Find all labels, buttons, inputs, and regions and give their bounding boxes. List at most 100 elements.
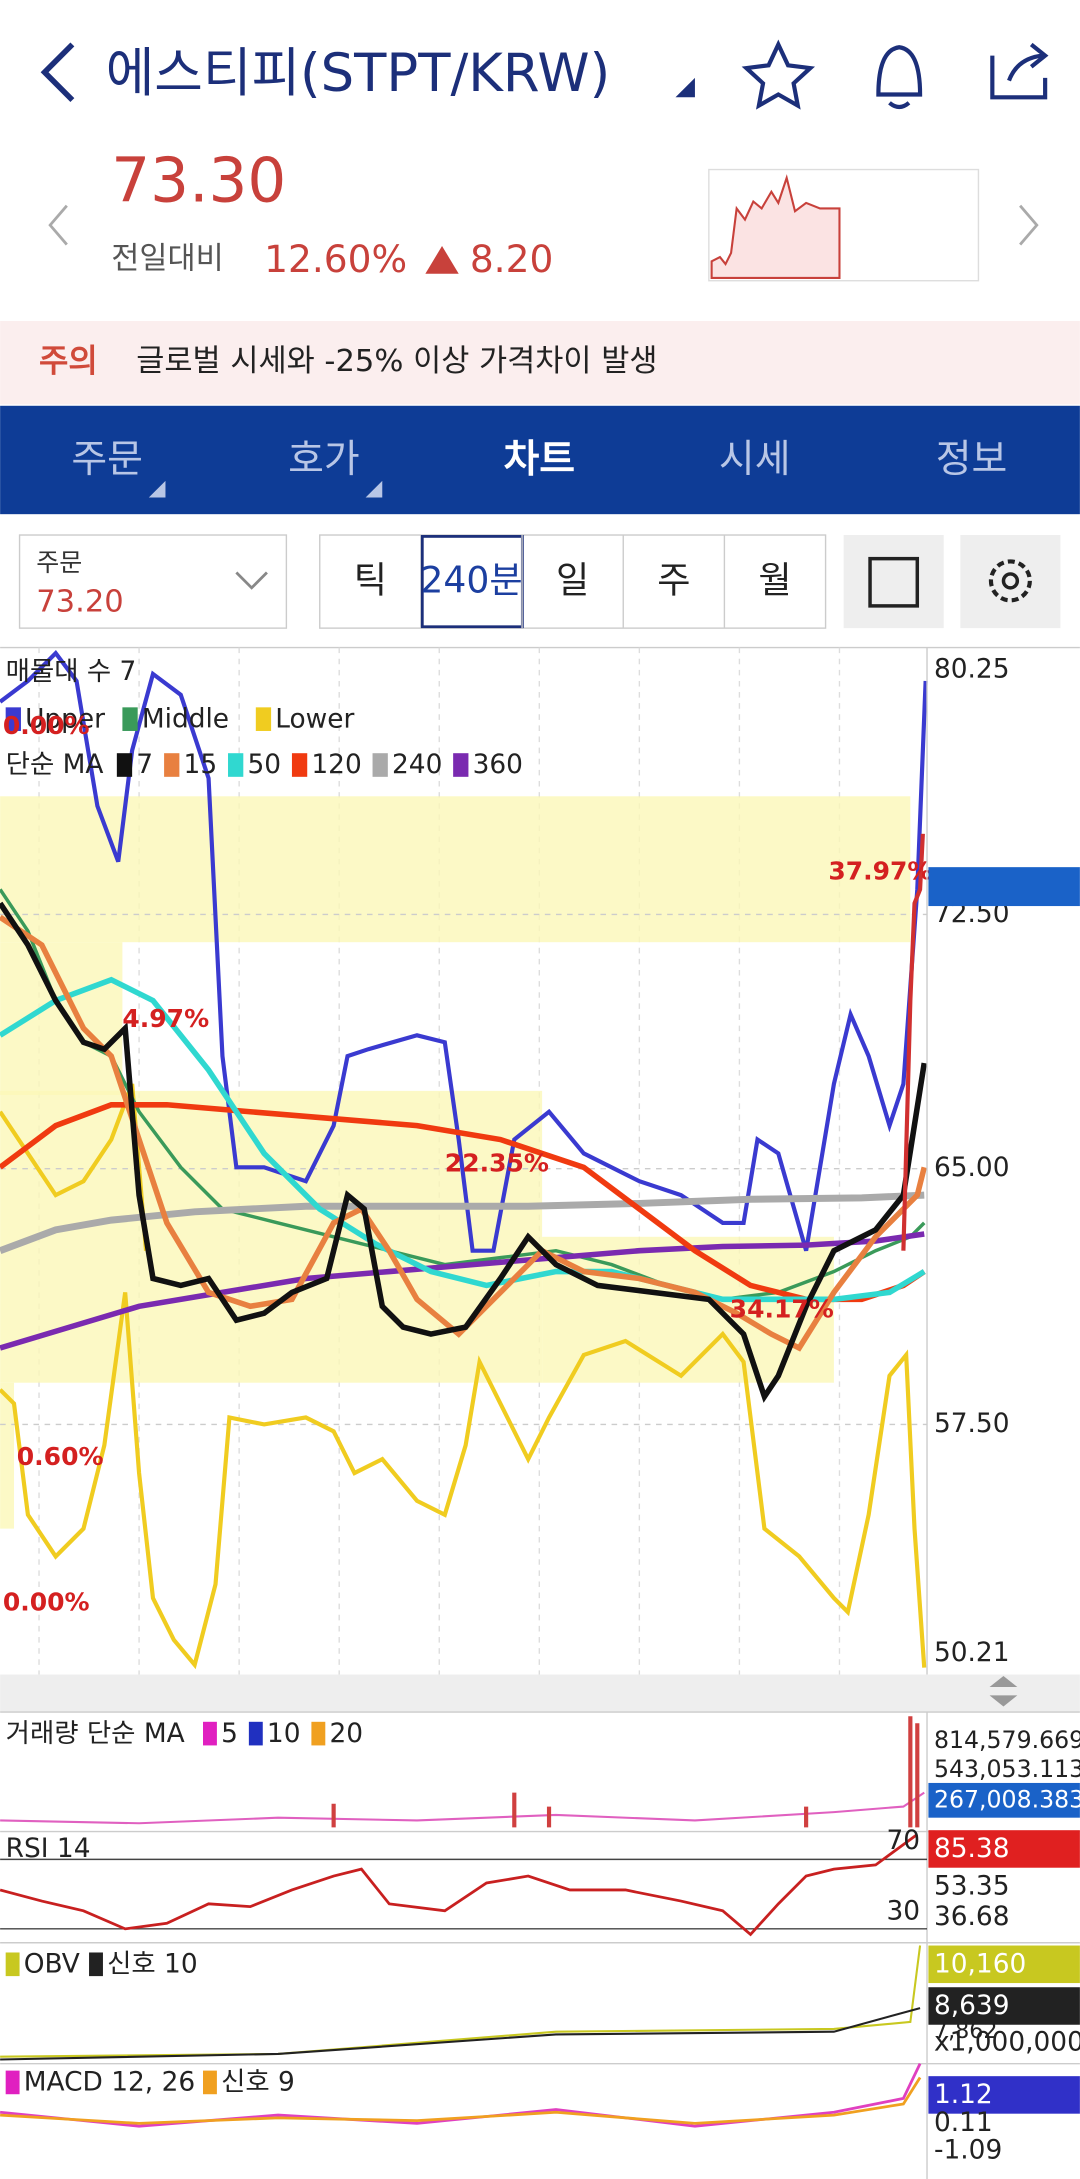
star-icon[interactable] <box>741 39 816 110</box>
annotation: 22.35% <box>445 1149 549 1178</box>
current-box <box>928 1782 1080 1818</box>
annotation: 37.97% <box>828 857 932 886</box>
annotation: 34.17% <box>730 1294 834 1323</box>
volume-band <box>0 1382 15 1529</box>
bell-icon[interactable] <box>876 45 923 110</box>
upper-band <box>0 649 928 1253</box>
tab-mark <box>365 480 383 498</box>
legend-swatch <box>116 753 133 777</box>
square-button[interactable] <box>843 535 944 629</box>
current-box <box>928 1945 1080 1984</box>
current-box <box>928 1830 1080 1868</box>
legend-swatch <box>291 753 308 777</box>
tab[interactable]: 시세 <box>719 437 791 482</box>
ma-15 <box>0 914 927 1352</box>
tab[interactable]: 호가 <box>288 437 360 482</box>
tab[interactable]: 정보 <box>936 437 1008 482</box>
next-icon[interactable] <box>1019 204 1039 246</box>
x-axis-bar <box>0 1674 1080 1713</box>
resize-icon[interactable] <box>989 1675 1018 1707</box>
order-box[interactable] <box>18 534 288 629</box>
annotation: 0.60% <box>17 1442 104 1471</box>
current-box <box>928 1987 1080 2025</box>
price-axis-label: 50.21 <box>934 1637 1010 1668</box>
current-obv: 10,160 <box>934 1948 1026 1979</box>
ma-360 <box>0 1231 925 1351</box>
current-box <box>928 2076 1080 2114</box>
candle-spike <box>901 833 925 1251</box>
legend: 신호 9 <box>221 2067 295 2098</box>
macd-signal <box>0 2076 922 2125</box>
axis-label: 543,053.113 <box>934 1755 1080 1783</box>
notice-bar <box>0 321 1080 405</box>
volume-band <box>0 796 911 943</box>
legend-swatch <box>453 753 469 777</box>
legend: 5 <box>221 1718 238 1749</box>
legend: 신호 10 <box>107 1948 198 1979</box>
chevron <box>235 571 268 590</box>
axis-label: -1.09 <box>934 2135 1002 2166</box>
signal-obv: 8,639 <box>934 1990 1010 2021</box>
current-volume: 267,008.383 <box>934 1786 1080 1814</box>
tab-bar <box>0 405 1080 515</box>
annotation: 0.00% <box>3 1588 90 1617</box>
price: 73.30 <box>111 145 286 216</box>
change-abs: 8.20 <box>470 237 554 281</box>
change-pct: 12.60% <box>264 237 407 281</box>
obv-signal <box>0 2007 921 2061</box>
axis-label: 36.68 <box>934 1901 1010 1932</box>
legend: 50 <box>247 749 281 780</box>
current-price-box <box>928 867 1080 907</box>
selected <box>420 535 524 629</box>
legend-swatch <box>122 707 138 731</box>
legend-swatch <box>89 1952 103 1977</box>
legend: 15 <box>184 749 218 780</box>
legend: 거래량 단순 MA <box>6 1718 185 1749</box>
back-icon[interactable] <box>40 42 75 103</box>
ma-7 <box>0 901 927 1403</box>
period-box <box>319 534 827 629</box>
tab[interactable]: 주문 <box>71 437 143 482</box>
legend-swatch <box>5 707 21 731</box>
legend-swatch <box>228 753 244 777</box>
up-icon <box>425 245 459 274</box>
axis-label: x1,000,000 <box>934 2026 1080 2057</box>
legend: 단순 MA <box>6 749 104 780</box>
period[interactable]: 주 <box>657 558 690 601</box>
vol-ma <box>0 1791 925 1825</box>
prev-icon[interactable] <box>48 204 68 246</box>
annotation: 4.97% <box>122 1004 209 1033</box>
order-value: 73.20 <box>36 585 124 620</box>
period[interactable]: 월 <box>758 558 791 601</box>
period[interactable]: 240분 <box>420 558 522 601</box>
period[interactable]: 틱 <box>354 558 387 601</box>
current-rsi: 85.38 <box>934 1833 1010 1864</box>
share-icon[interactable] <box>990 42 1049 100</box>
legend: RSI 14 <box>6 1833 91 1864</box>
settings-button[interactable] <box>960 535 1061 629</box>
gear-center <box>1001 572 1020 590</box>
legend: OBV <box>24 1948 80 1979</box>
legend-swatch <box>248 1721 263 1746</box>
level: 30 <box>886 1896 920 1927</box>
ma-50 <box>0 976 926 1303</box>
legend-swatch <box>203 2070 217 2095</box>
legend-swatch <box>372 753 388 777</box>
tab[interactable]: 차트 <box>504 437 576 482</box>
legend-swatch <box>5 1952 20 1977</box>
mini-line <box>710 174 841 279</box>
axis-label: 0.11 <box>934 2107 993 2138</box>
volume-band <box>0 1090 543 1383</box>
notice-label: 주의 <box>39 342 98 380</box>
legend: 매물대 수 7 <box>6 656 137 687</box>
legend: 240 <box>392 749 442 780</box>
lower-band <box>0 1292 927 1670</box>
price-axis-label: 80.25 <box>934 653 1010 684</box>
period[interactable]: 일 <box>556 558 589 601</box>
legend: 10 <box>267 1718 301 1749</box>
dropdown-icon[interactable] <box>675 77 695 98</box>
legend: Lower <box>275 703 354 734</box>
legend: 360 <box>473 749 523 780</box>
